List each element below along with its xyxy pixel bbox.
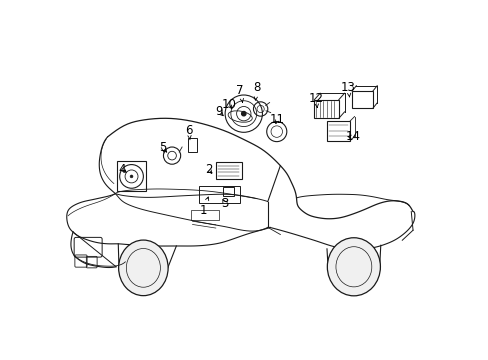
Ellipse shape (326, 238, 380, 296)
Text: 2: 2 (204, 163, 212, 176)
Text: 4: 4 (119, 163, 126, 176)
Text: 6: 6 (185, 124, 192, 140)
Text: 9: 9 (215, 105, 223, 118)
Text: 1: 1 (199, 197, 208, 217)
Circle shape (241, 112, 245, 116)
Text: 3: 3 (221, 197, 228, 210)
Text: 7: 7 (236, 84, 244, 103)
Ellipse shape (119, 240, 168, 296)
Text: 11: 11 (269, 113, 285, 126)
Text: 8: 8 (253, 81, 260, 100)
Circle shape (130, 175, 133, 178)
Text: 13: 13 (340, 81, 355, 97)
Text: 5: 5 (159, 141, 166, 154)
Text: 10: 10 (222, 98, 236, 111)
Text: 14: 14 (345, 130, 360, 144)
Text: 12: 12 (308, 92, 323, 108)
